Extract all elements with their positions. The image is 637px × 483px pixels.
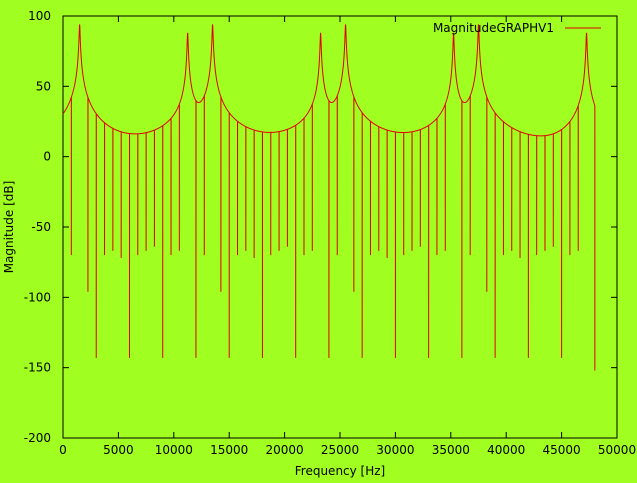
peak-point	[403, 255, 404, 256]
peak-point	[586, 32, 587, 33]
peak-point	[87, 291, 88, 292]
peak-point	[295, 357, 296, 358]
peak-point	[436, 255, 437, 256]
peak-point	[495, 357, 496, 358]
peak-point	[395, 357, 396, 358]
peak-point	[237, 255, 238, 256]
peak-point	[387, 257, 388, 258]
x-tick-label: 30000	[376, 443, 414, 457]
y-tick-label: 0	[43, 150, 51, 164]
y-tick-label: 100	[28, 9, 51, 23]
x-tick-label: 25000	[321, 443, 359, 457]
peak-point	[154, 246, 155, 247]
peak-point	[121, 257, 122, 258]
peak-point	[470, 255, 471, 256]
peak-point	[129, 357, 130, 358]
peak-point	[544, 250, 545, 251]
peak-point	[362, 357, 363, 358]
peak-point	[345, 24, 346, 25]
y-tick-label: -150	[24, 361, 51, 375]
x-tick-label: 50000	[598, 443, 636, 457]
x-tick-label: 0	[59, 443, 67, 457]
peak-point	[328, 357, 329, 358]
x-tick-label: 15000	[210, 443, 248, 457]
y-tick-label: -100	[24, 290, 51, 304]
peak-point	[171, 255, 172, 256]
peak-point	[445, 250, 446, 251]
peak-point	[461, 357, 462, 358]
peak-point	[303, 255, 304, 256]
peak-point	[569, 255, 570, 256]
axis-ticks	[62, 15, 618, 439]
series-line-magnitude	[62, 24, 596, 371]
peak-point	[187, 32, 188, 33]
peak-point	[337, 255, 338, 256]
peak-point	[245, 250, 246, 251]
peak-point	[370, 255, 371, 256]
x-tick-label: 20000	[266, 443, 304, 457]
peak-point	[162, 357, 163, 358]
peak-point	[412, 250, 413, 251]
peak-point	[137, 255, 138, 256]
peak-point	[79, 24, 80, 25]
peak-point	[420, 246, 421, 247]
peak-point	[229, 357, 230, 358]
x-tick-label: 45000	[543, 443, 581, 457]
x-tick-label: 10000	[155, 443, 193, 457]
peak-point	[486, 291, 487, 292]
peak-point	[204, 255, 205, 256]
peak-point	[71, 255, 72, 256]
peak-point	[353, 291, 354, 292]
legend: MagnitudeGRAPHV1	[433, 21, 601, 35]
peak-point	[520, 257, 521, 258]
y-axis-title: Magnitude [dB]	[2, 181, 16, 274]
series-group	[62, 24, 596, 371]
peak-point	[578, 250, 579, 251]
peak-point	[561, 357, 562, 358]
x-tick-label: 5000	[103, 443, 134, 457]
peak-point	[536, 255, 537, 256]
x-tick-label: 40000	[487, 443, 525, 457]
peak-point	[312, 250, 313, 251]
peak-point	[320, 32, 321, 33]
peak-point	[270, 255, 271, 256]
peak-point	[220, 291, 221, 292]
peak-point	[212, 24, 213, 25]
peak-point	[378, 250, 379, 251]
peak-point	[511, 250, 512, 251]
peak-point	[146, 250, 147, 251]
peak-point	[112, 250, 113, 251]
peak-point	[195, 357, 196, 358]
peak-point	[287, 246, 288, 247]
x-tick-label: 35000	[432, 443, 470, 457]
y-tick-label: -50	[31, 220, 51, 234]
peak-point	[254, 257, 255, 258]
y-tick-label: 50	[36, 79, 51, 93]
axis-tick-labels: 0 5000 10000 15000 20000 25000 30000 35000 40000…	[24, 9, 636, 457]
peak-point	[428, 357, 429, 358]
y-tick-label: -200	[24, 431, 51, 445]
peak-point	[179, 250, 180, 251]
peak-point	[528, 357, 529, 358]
peak-point	[503, 255, 504, 256]
peak-point	[262, 357, 263, 358]
peak-point	[96, 357, 97, 358]
peak-point	[279, 250, 280, 251]
x-axis-title: Frequency [Hz]	[295, 464, 386, 478]
legend-label: MagnitudeGRAPHV1	[433, 21, 554, 35]
peak-point	[553, 246, 554, 247]
peak-point	[104, 255, 105, 256]
